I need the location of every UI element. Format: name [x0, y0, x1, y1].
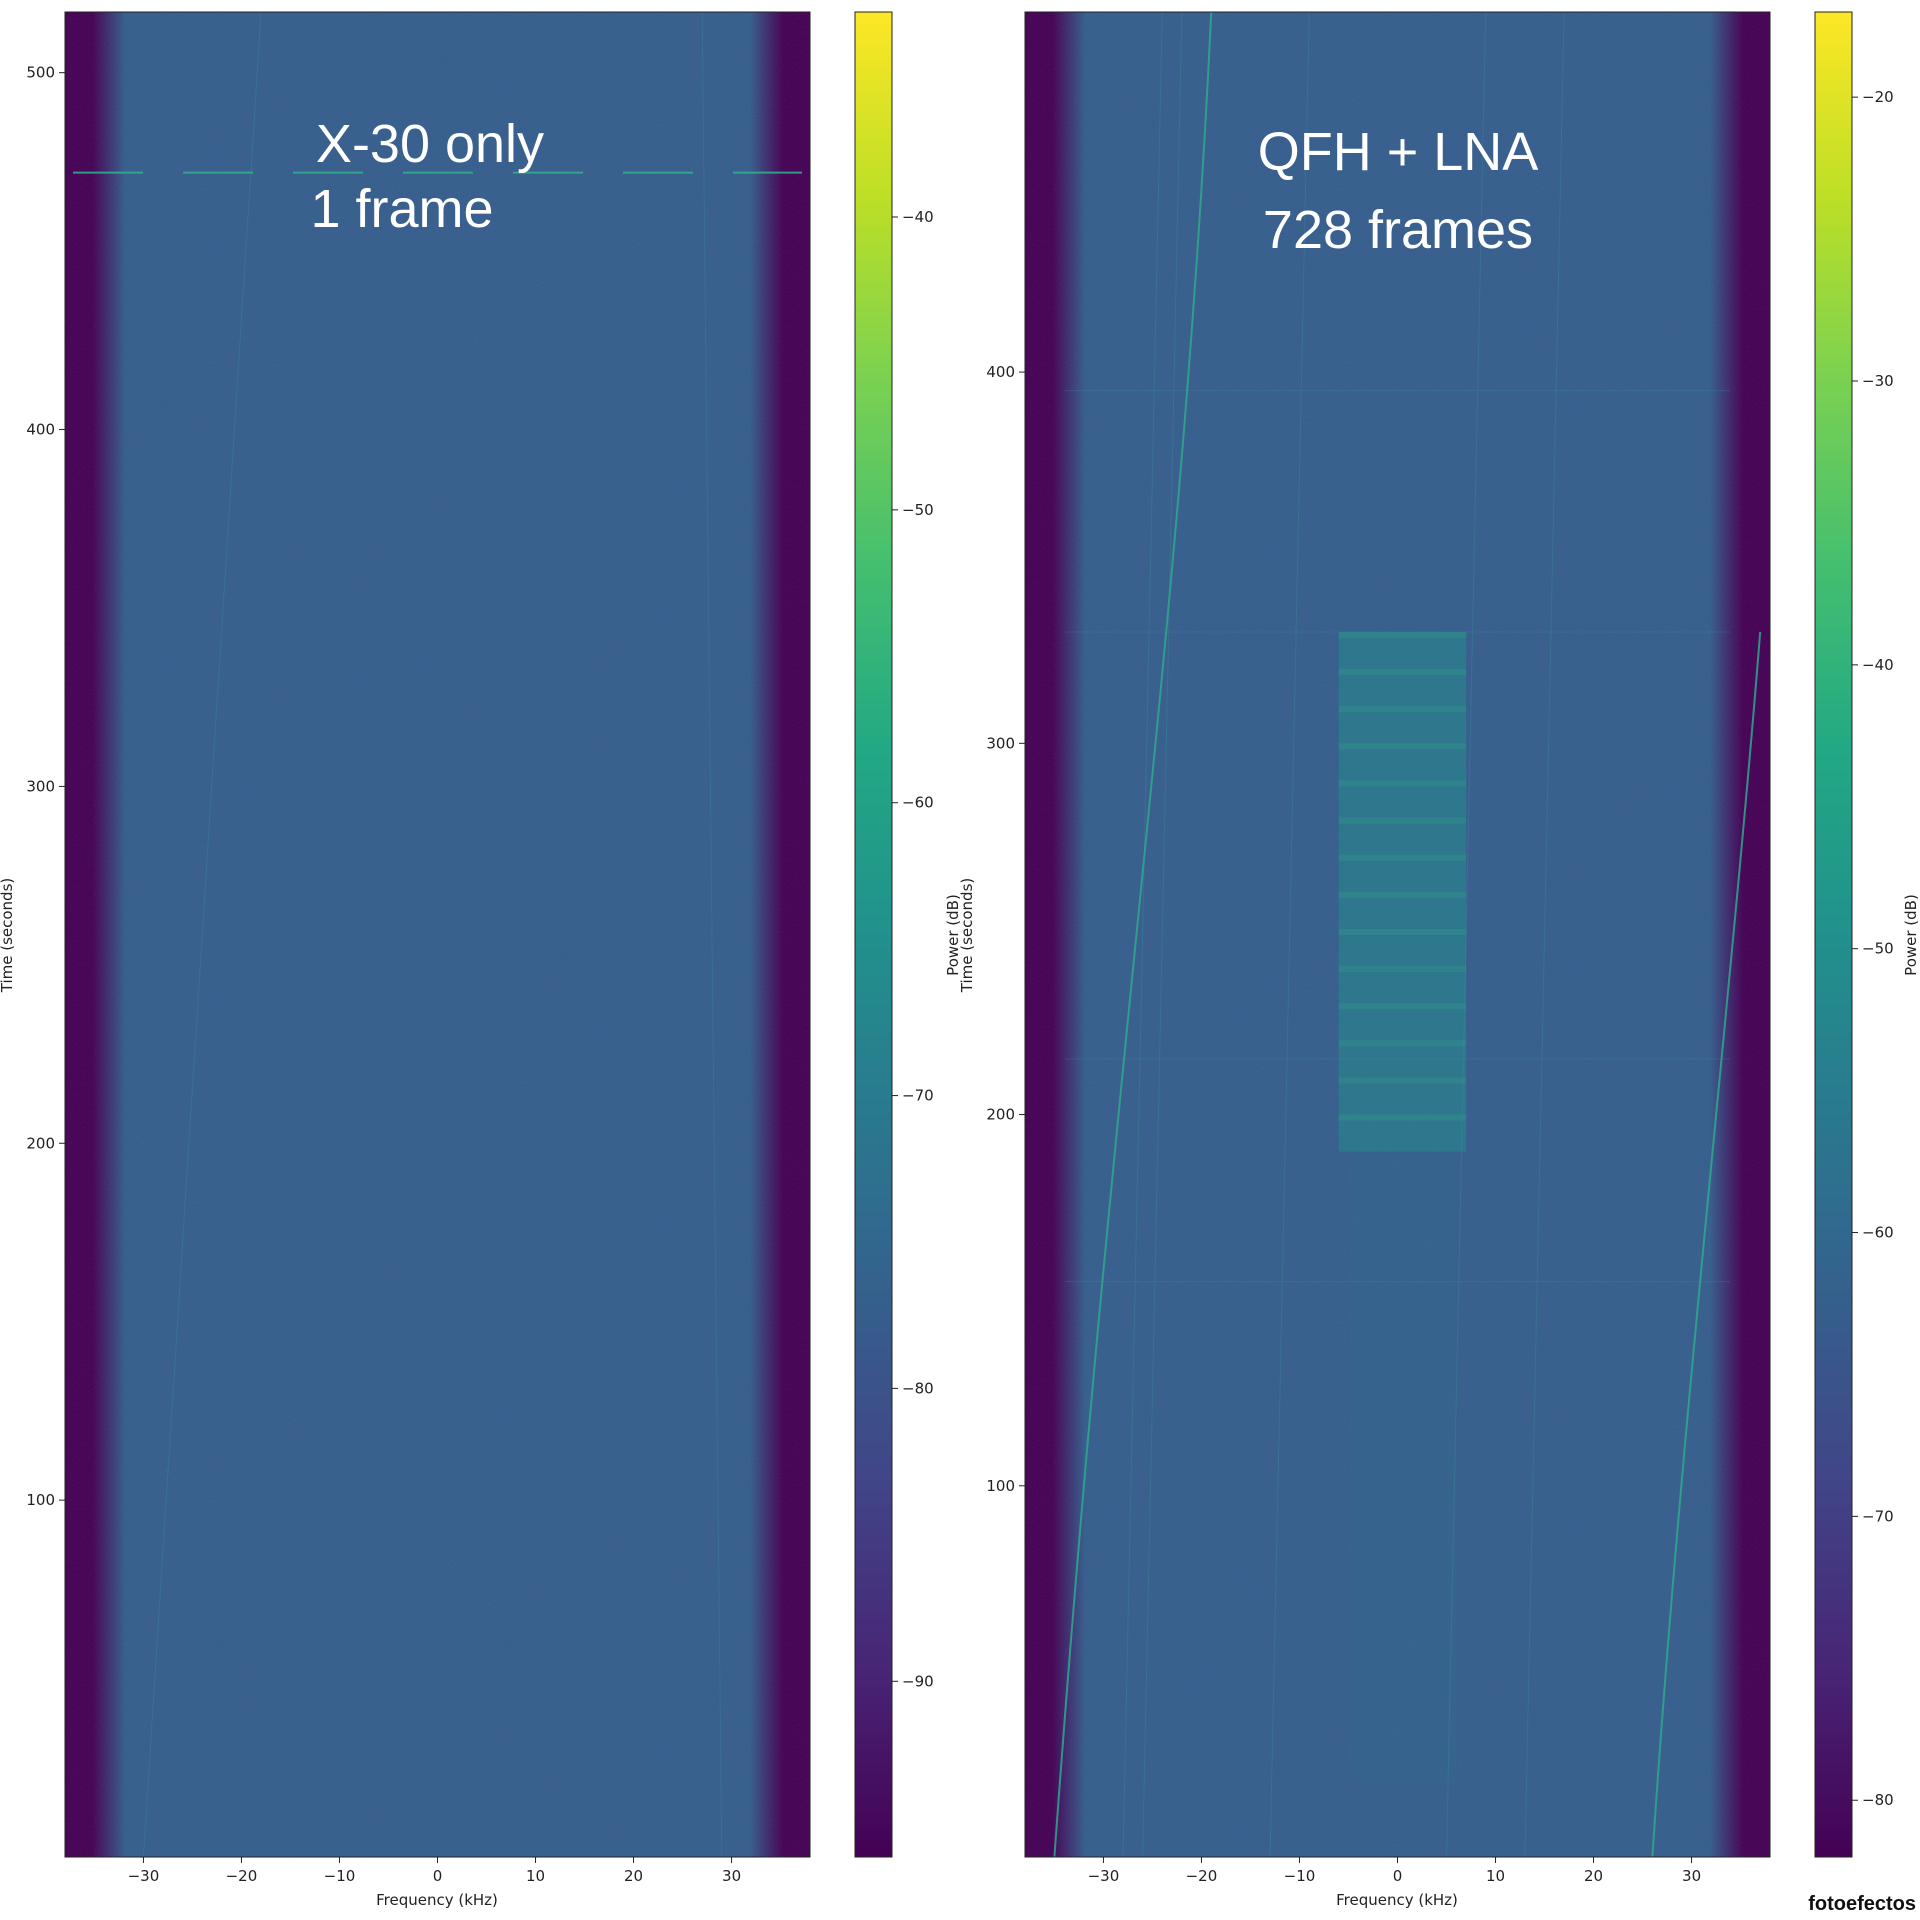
left-y-axis-label: Time (seconds)	[0, 878, 16, 994]
left-x-tick-label: 0	[433, 1867, 443, 1885]
signal-band-stripe	[1338, 1003, 1467, 1010]
right-colorbar	[1814, 11, 1853, 1858]
doppler-trace-left	[1053, 11, 1213, 1858]
right-y-tick-label: 400	[986, 363, 1015, 381]
left-colorbar-ticks: −90 −80 −70 −60 −50 −40	[892, 208, 934, 1690]
left-x-ticks: −30 −20 −10 0 10 20 30	[128, 1857, 741, 1885]
right-plot-features	[1053, 11, 1762, 1858]
signal-band-stripe	[1338, 1040, 1467, 1047]
left-x-tick-label: 20	[624, 1867, 643, 1885]
signal-band-stripe	[1338, 1114, 1467, 1121]
left-x-tick-label: 30	[722, 1867, 741, 1885]
right-y-tick-label: 300	[986, 734, 1015, 752]
right-x-axis-label: Frequency (kHz)	[1336, 1891, 1458, 1909]
right-x-tick-label: −30	[1088, 1867, 1120, 1885]
left-y-tick-label: 200	[26, 1134, 55, 1152]
left-colorbar-label: Power (dB)	[944, 894, 962, 976]
signal-band-stripe	[1338, 854, 1467, 861]
right-y-ticks: 100 200 300 400	[986, 363, 1025, 1495]
faint-vertical-trace	[1446, 11, 1487, 1858]
right-x-tick-label: 20	[1584, 1867, 1603, 1885]
right-colorbar-tick-label: −20	[1862, 88, 1894, 106]
right-y-tick-label: 100	[986, 1477, 1015, 1495]
left-y-ticks: 100 200 300 400 500	[26, 64, 65, 1509]
left-colorbar-tick-label: −90	[902, 1672, 934, 1690]
right-y-axis-label: Time (seconds)	[958, 878, 976, 994]
left-overlay-line-1: X-30 only	[316, 114, 544, 174]
faint-vertical-trace	[1269, 11, 1310, 1858]
doppler-trace-right	[1651, 631, 1762, 1858]
right-colorbar-tick-label: −50	[1862, 940, 1894, 958]
faint-vertical-trace	[1524, 11, 1565, 1858]
signal-band-stripe	[1338, 966, 1467, 973]
right-colorbar-tick-label: −30	[1862, 372, 1894, 390]
left-colorbar	[854, 11, 893, 1858]
watermark: fotoefectos	[1808, 1893, 1916, 1915]
signal-band-stripe	[1338, 928, 1467, 935]
signal-band-stripe	[1338, 706, 1467, 713]
signal-band-stripe	[1338, 631, 1467, 638]
left-y-tick-label: 500	[26, 64, 55, 82]
left-x-tick-label: 10	[526, 1867, 545, 1885]
left-panel: −30 −20 −10 0 10 20 30 100 200 300 400 500 Frequen…	[0, 11, 962, 1909]
left-y-tick-label: 300	[26, 777, 55, 795]
signal-band-stripe	[1338, 891, 1467, 898]
left-y-tick-label: 100	[26, 1491, 55, 1509]
left-faint-trace	[701, 11, 723, 1858]
left-faint-trace	[142, 11, 262, 1858]
left-plot-noise	[65, 12, 810, 1857]
right-x-tick-label: 0	[1393, 1867, 1403, 1885]
faint-vertical-trace	[1142, 11, 1183, 1858]
right-y-tick-label: 200	[986, 1106, 1015, 1124]
left-colorbar-tick-label: −70	[902, 1087, 934, 1105]
left-x-axis-label: Frequency (kHz)	[376, 1891, 498, 1909]
signal-band-stripe	[1338, 743, 1467, 750]
left-x-tick-label: −20	[226, 1867, 258, 1885]
right-x-tick-label: −10	[1284, 1867, 1316, 1885]
right-x-tick-label: 10	[1486, 1867, 1505, 1885]
left-y-tick-label: 400	[26, 421, 55, 439]
left-overlay-line-2: 1 frame	[310, 179, 493, 239]
signal-band-stripe	[1338, 1077, 1467, 1084]
left-colorbar-tick-label: −40	[902, 208, 934, 226]
right-x-tick-label: −20	[1186, 1867, 1218, 1885]
right-panel: −30 −20 −10 0 10 20 30 100 200 300 400 Frequency …	[958, 11, 1920, 1909]
signal-band-faint-tail	[1348, 1151, 1457, 1783]
faint-vertical-trace	[1122, 11, 1163, 1858]
signal-band-stripe	[1338, 817, 1467, 824]
right-colorbar-tick-label: −40	[1862, 656, 1894, 674]
signal-band-stripe	[1338, 780, 1467, 787]
right-x-ticks: −30 −20 −10 0 10 20 30	[1088, 1857, 1701, 1885]
right-x-tick-label: 30	[1682, 1867, 1701, 1885]
right-colorbar-tick-label: −60	[1862, 1224, 1894, 1242]
left-x-tick-label: −30	[128, 1867, 160, 1885]
left-colorbar-tick-label: −50	[902, 501, 934, 519]
right-overlay-line-2: 728 frames	[1263, 200, 1533, 260]
left-plot-features	[73, 11, 802, 1858]
left-x-tick-label: −10	[324, 1867, 356, 1885]
left-colorbar-tick-label: −60	[902, 794, 934, 812]
right-colorbar-label: Power (dB)	[1902, 894, 1920, 976]
right-colorbar-ticks: −80 −70 −60 −50 −40 −30 −20	[1852, 88, 1894, 1809]
signal-band-stripe	[1338, 669, 1467, 676]
right-colorbar-tick-label: −70	[1862, 1507, 1894, 1525]
right-colorbar-tick-label: −80	[1862, 1791, 1894, 1809]
right-overlay-line-1: QFH + LNA	[1258, 122, 1539, 182]
left-colorbar-tick-label: −80	[902, 1379, 934, 1397]
